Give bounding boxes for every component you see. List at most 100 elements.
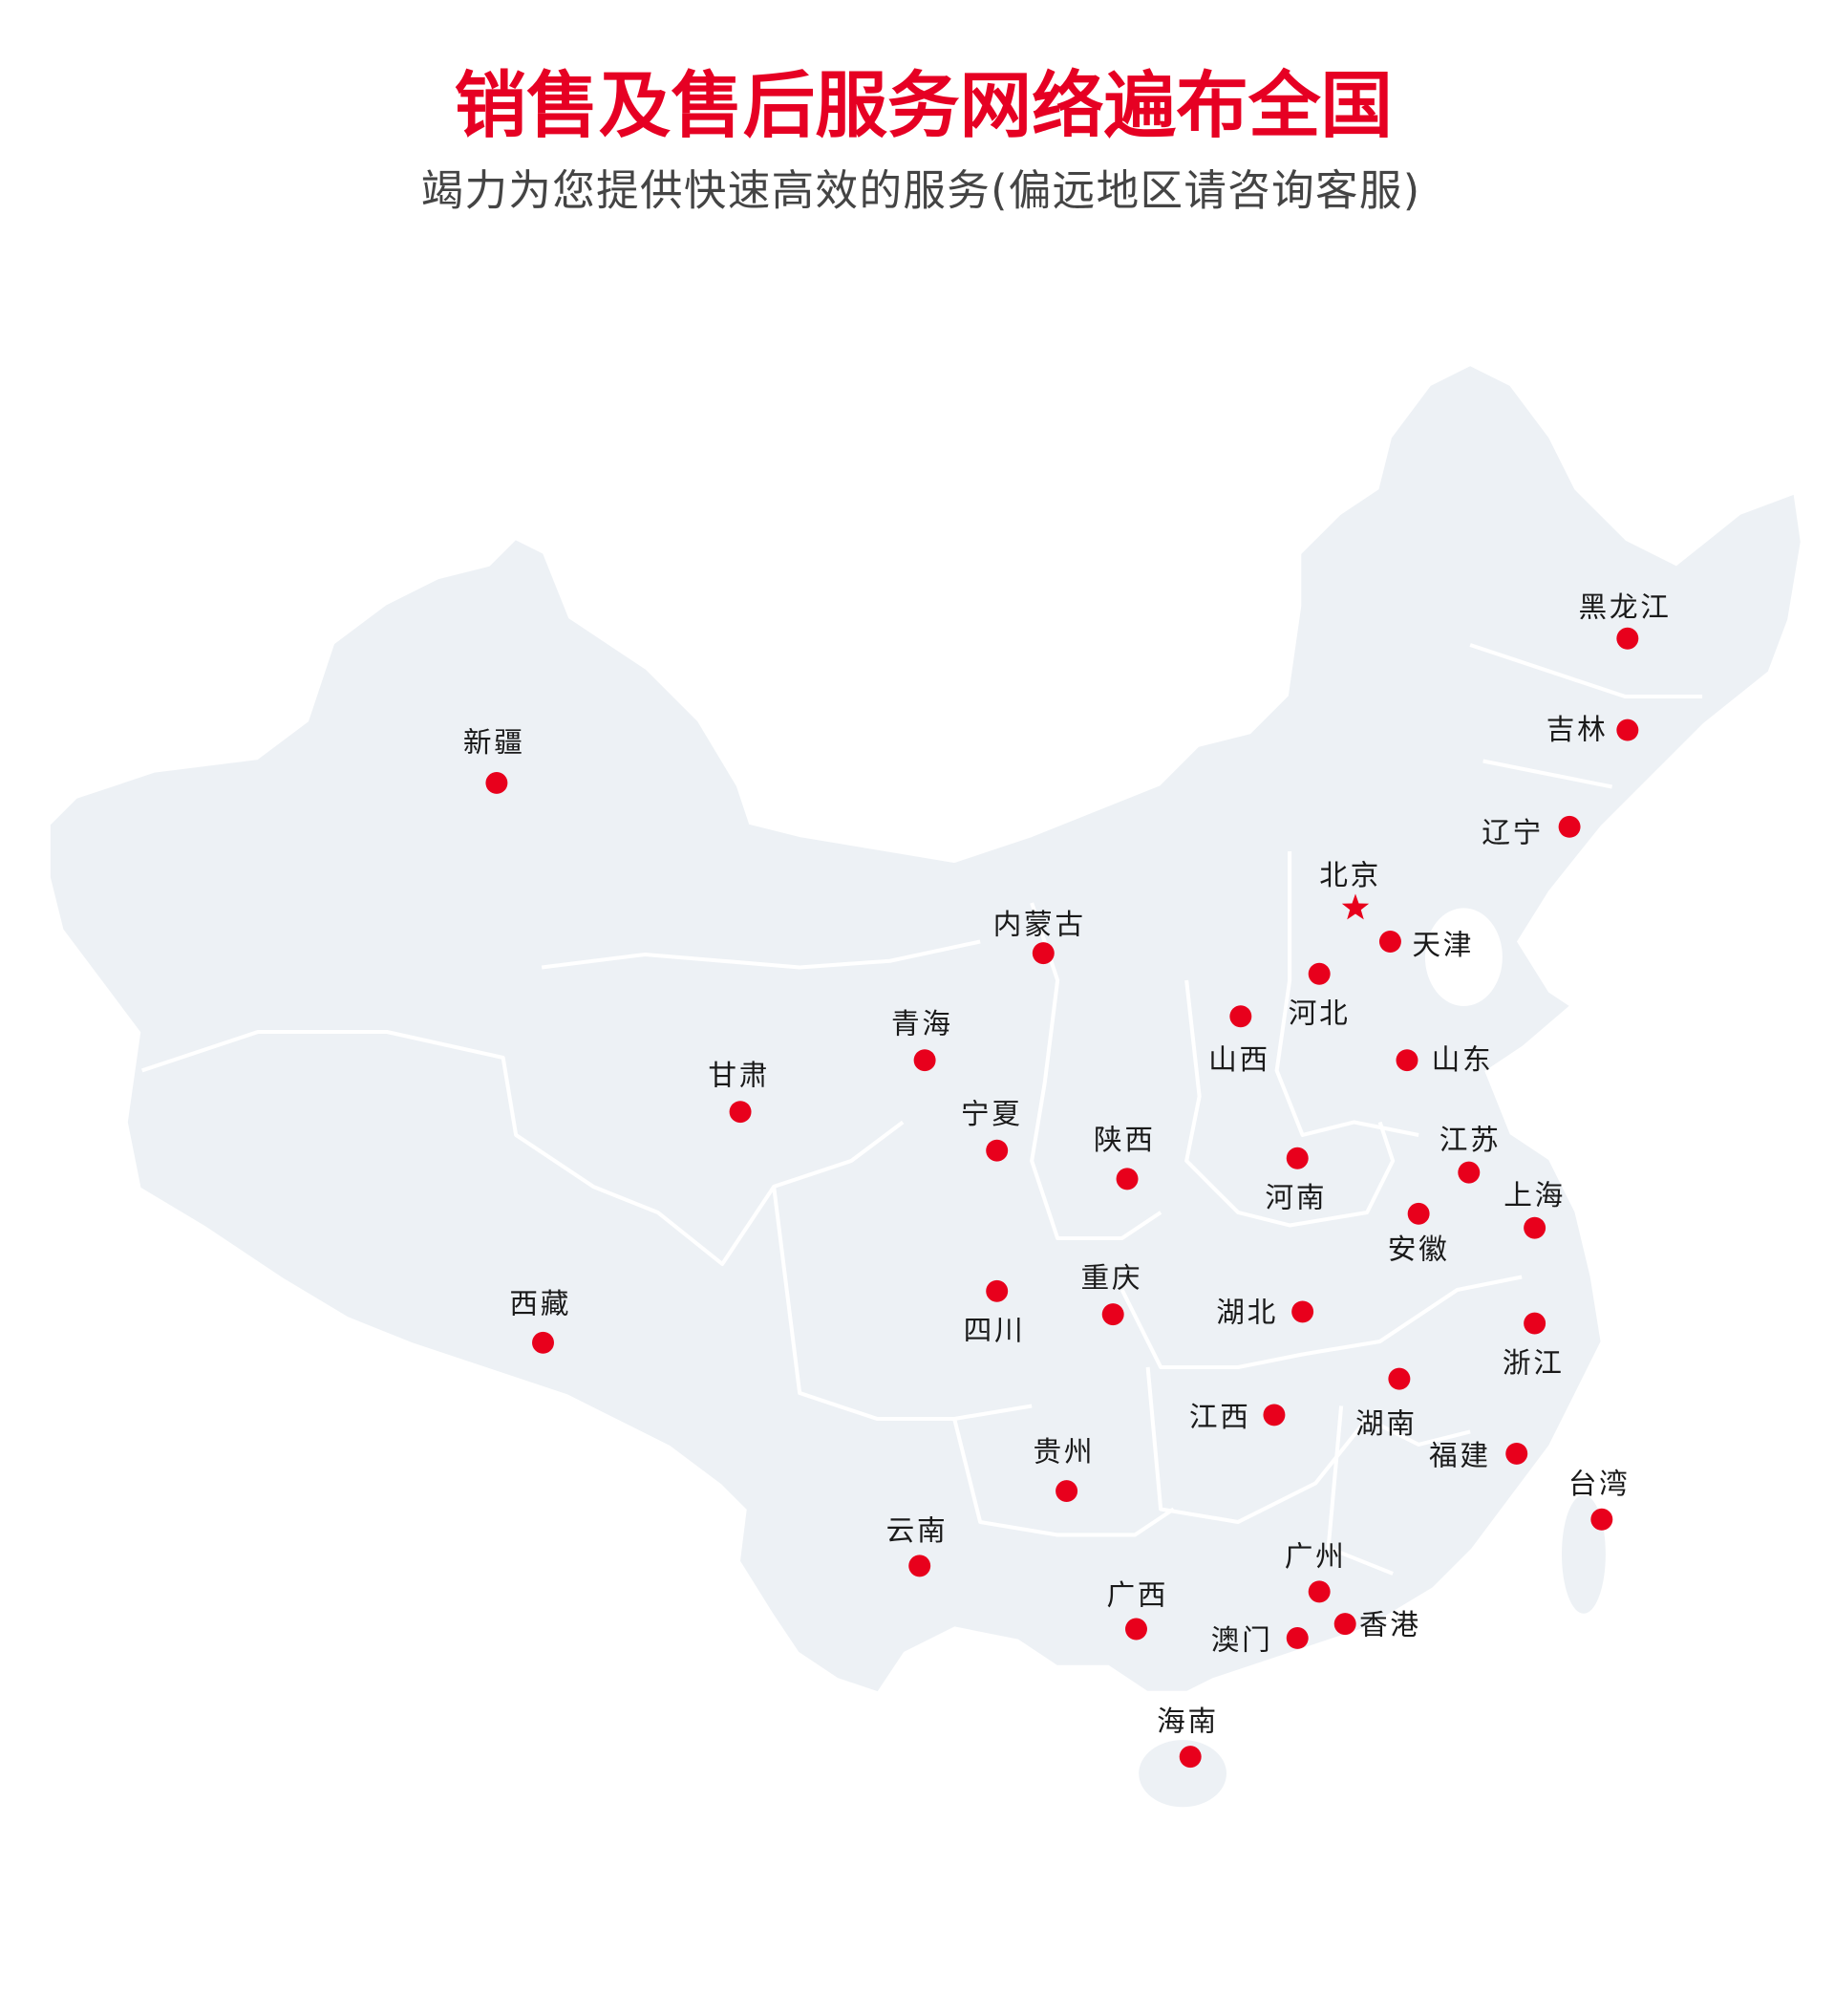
location-marker[interactable]: 浙江 xyxy=(1503,1312,1565,1381)
location-marker[interactable]: 河北 xyxy=(1289,962,1351,1031)
location-marker[interactable]: 云南 xyxy=(886,1514,949,1577)
location-marker[interactable]: 福建 xyxy=(1429,1440,1528,1473)
location-marker[interactable]: 贵州 xyxy=(1034,1436,1096,1503)
dot-icon xyxy=(1616,718,1639,741)
location-label: 山西 xyxy=(1208,1043,1270,1077)
dot-icon xyxy=(1308,962,1331,985)
location-marker[interactable]: 江西 xyxy=(1189,1401,1286,1434)
dot-icon xyxy=(1388,1367,1411,1390)
location-label: 台湾 xyxy=(1568,1468,1631,1501)
location-marker[interactable]: 安徽 xyxy=(1388,1202,1450,1267)
location-label: 天津 xyxy=(1412,929,1474,962)
location-marker[interactable]: 甘肃 xyxy=(708,1059,770,1124)
page-subtitle: 竭力为您提供快速高效的服务(偏远地区请咨询客服) xyxy=(421,166,1421,216)
dot-icon xyxy=(485,771,508,794)
location-label: 广西 xyxy=(1106,1578,1168,1612)
dot-icon xyxy=(1590,1508,1613,1531)
dot-icon xyxy=(1505,1442,1528,1465)
location-marker[interactable]: 山东 xyxy=(1396,1043,1494,1077)
location-marker[interactable]: 海南 xyxy=(1157,1705,1219,1769)
dot-icon xyxy=(1333,1613,1356,1636)
location-marker[interactable]: 天津 xyxy=(1378,929,1474,962)
location-label: 澳门 xyxy=(1211,1624,1273,1658)
border-line xyxy=(1469,643,1703,699)
location-marker[interactable]: 吉林 xyxy=(1546,714,1639,747)
dot-icon xyxy=(986,1279,1009,1302)
location-label: 湖南 xyxy=(1355,1407,1418,1441)
location-label: 云南 xyxy=(886,1514,949,1548)
location-marker[interactable]: 新疆 xyxy=(463,726,525,794)
location-marker[interactable]: 山西 xyxy=(1208,1005,1270,1077)
location-label: 四川 xyxy=(964,1315,1026,1348)
location-marker[interactable]: 辽宁 xyxy=(1482,815,1581,850)
location-label: 浙江 xyxy=(1503,1346,1565,1380)
location-label: 甘肃 xyxy=(708,1059,770,1092)
location-label: 陕西 xyxy=(1094,1124,1156,1157)
location-marker[interactable]: 广州 xyxy=(1285,1540,1347,1603)
location-marker[interactable]: 湖南 xyxy=(1355,1367,1418,1441)
location-marker[interactable]: 黑龙江 xyxy=(1579,590,1672,650)
border-line xyxy=(141,1029,905,1266)
dot-icon xyxy=(1286,1147,1309,1169)
location-marker[interactable]: 澳门 xyxy=(1211,1624,1309,1658)
dot-icon xyxy=(1458,1161,1481,1184)
location-label: 香港 xyxy=(1359,1608,1421,1641)
dot-icon xyxy=(908,1555,931,1577)
location-marker[interactable]: 内蒙古 xyxy=(993,908,1086,965)
location-label: 内蒙古 xyxy=(993,908,1086,941)
dot-icon xyxy=(1558,815,1581,838)
location-label: 新疆 xyxy=(463,726,525,760)
location-label: 福建 xyxy=(1429,1440,1491,1473)
location-marker[interactable]: 北京 xyxy=(1319,859,1381,920)
location-marker[interactable]: 香港 xyxy=(1333,1608,1421,1641)
border-line xyxy=(1120,1275,1523,1369)
dot-icon xyxy=(986,1139,1009,1162)
location-label: 江苏 xyxy=(1439,1124,1502,1157)
location-label: 青海 xyxy=(891,1007,953,1040)
location-label: 上海 xyxy=(1503,1179,1566,1212)
location-marker[interactable]: 台湾 xyxy=(1568,1468,1631,1531)
location-marker[interactable]: 青海 xyxy=(891,1007,953,1072)
hainan-shape xyxy=(1139,1740,1226,1808)
dot-icon xyxy=(1291,1300,1314,1323)
border-line xyxy=(1030,902,1162,1240)
location-marker[interactable]: 江苏 xyxy=(1439,1124,1502,1184)
dot-icon xyxy=(1407,1202,1430,1225)
location-marker[interactable]: 西藏 xyxy=(509,1287,571,1354)
dot-icon xyxy=(1056,1480,1078,1503)
location-label: 辽宁 xyxy=(1482,817,1544,850)
border-line xyxy=(1326,1405,1394,1576)
location-label: 河北 xyxy=(1289,997,1351,1031)
dot-icon xyxy=(1263,1404,1286,1426)
dot-icon xyxy=(1229,1005,1252,1028)
dot-icon xyxy=(1286,1626,1309,1649)
location-label: 重庆 xyxy=(1080,1261,1142,1295)
dot-icon xyxy=(1616,627,1639,650)
dot-icon xyxy=(1101,1303,1124,1326)
location-label: 湖北 xyxy=(1216,1297,1278,1330)
location-label: 吉林 xyxy=(1546,714,1609,747)
location-label: 北京 xyxy=(1319,859,1381,892)
location-marker[interactable]: 上海 xyxy=(1503,1179,1566,1239)
location-label: 贵州 xyxy=(1034,1436,1096,1469)
dot-icon xyxy=(1524,1312,1546,1335)
border-line xyxy=(952,1418,1175,1537)
location-label: 广州 xyxy=(1285,1540,1347,1574)
star-icon xyxy=(1341,893,1370,920)
location-marker[interactable]: 四川 xyxy=(964,1279,1026,1348)
location-marker[interactable]: 重庆 xyxy=(1080,1261,1142,1326)
china-map xyxy=(50,366,1801,1808)
border-line xyxy=(541,939,981,970)
dot-icon xyxy=(1396,1049,1418,1072)
dot-icon xyxy=(913,1049,936,1072)
location-label: 河南 xyxy=(1265,1182,1327,1215)
location-marker[interactable]: 陕西 xyxy=(1094,1124,1156,1190)
border-line xyxy=(772,1186,1033,1421)
location-label: 宁夏 xyxy=(961,1098,1023,1131)
dot-icon xyxy=(1032,942,1055,965)
location-marker[interactable]: 河南 xyxy=(1265,1147,1327,1215)
location-marker[interactable]: 宁夏 xyxy=(961,1098,1023,1162)
location-marker[interactable]: 广西 xyxy=(1106,1578,1168,1641)
location-marker[interactable]: 湖北 xyxy=(1216,1297,1314,1330)
border-line xyxy=(1274,850,1419,1137)
